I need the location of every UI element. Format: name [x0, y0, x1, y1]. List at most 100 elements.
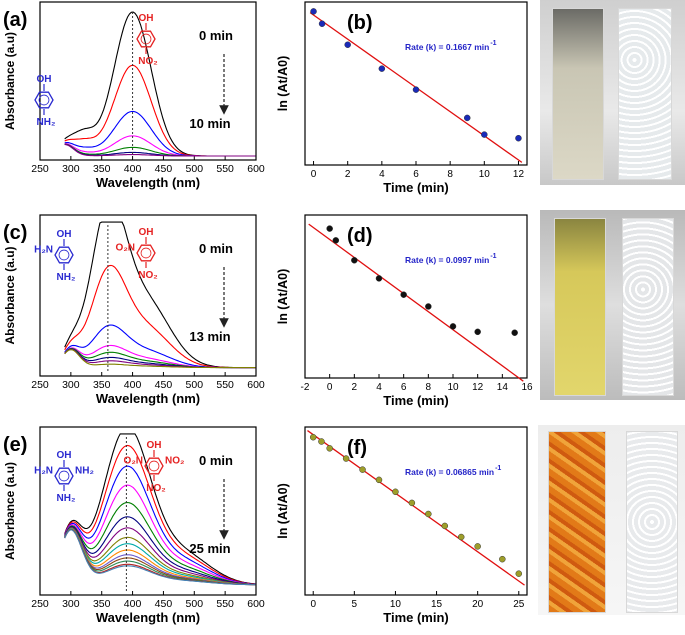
time-start-label: 0 min	[199, 241, 233, 256]
x-tick-label: 6	[401, 382, 407, 393]
cuvette-photo-e	[538, 425, 685, 615]
cuvette-left	[548, 431, 606, 613]
panel-label: (e)	[3, 434, 27, 456]
cuvette-photo-a	[540, 0, 685, 185]
x-tick-label: 250	[31, 163, 49, 175]
substituent-label: OH	[147, 440, 162, 451]
spectrum-curve	[64, 349, 256, 369]
x-tick-label: 6	[413, 169, 419, 180]
fit-line	[307, 430, 525, 586]
y-axis-label: ln (At/A0)	[276, 56, 290, 112]
x-tick-label: 4	[379, 169, 385, 180]
substituent-label: O₂N	[124, 455, 143, 466]
product-structure: OH NH₂ H₂N	[34, 229, 75, 283]
spectrum-curve	[64, 529, 256, 586]
x-tick-label: 300	[62, 163, 80, 175]
data-point	[425, 303, 432, 310]
x-tick-label: 10	[447, 382, 459, 393]
cuvette-photo-c	[540, 210, 685, 400]
substituent-label: OH	[57, 229, 72, 240]
spectrum-curve	[64, 516, 256, 585]
x-tick-label: 550	[216, 379, 234, 391]
kinetics-chart-b: 0 2 4 6 8 10 12 Time (min) ln (At/A0) (b) Rate (k)…	[276, 1, 528, 195]
x-tick-label: 300	[62, 379, 80, 391]
spectrum-curve	[64, 501, 256, 585]
spectrum-curve	[64, 433, 256, 585]
substituent-label: NH₂	[37, 117, 56, 128]
data-point	[375, 275, 383, 282]
x-tick-label: 2	[352, 382, 358, 393]
panel-label: (b)	[347, 12, 373, 34]
time-end-label: 10 min	[189, 116, 230, 131]
x-tick-label: 20	[472, 599, 484, 610]
y-axis-label-text: ln (At/A0)	[276, 483, 290, 539]
data-point	[318, 438, 325, 445]
x-tick-label: 0	[327, 382, 333, 393]
data-point	[511, 329, 518, 336]
x-tick-label: -2	[301, 382, 310, 393]
aromatic-circle	[140, 33, 152, 45]
x-axis-label: Wavelength (nm)	[96, 610, 200, 625]
x-tick-label: 450	[155, 163, 173, 175]
x-axis-label: Time (min)	[383, 180, 449, 195]
y-axis-label-text: ln (At/A0)	[276, 56, 290, 112]
data-point	[412, 86, 420, 93]
cuvette-left	[554, 218, 606, 396]
substituent-label: NO₂	[138, 270, 157, 281]
data-point	[326, 445, 333, 452]
substituent-label: OH	[139, 13, 154, 24]
substituent-label: NH₂	[75, 465, 94, 476]
plot-frame	[304, 426, 528, 596]
x-tick-label: 4	[376, 382, 382, 393]
x-tick-label: 600	[247, 598, 265, 610]
aromatic-circle	[58, 470, 70, 482]
substituent-label: NO₂	[146, 483, 165, 494]
aromatic-circle	[140, 247, 152, 259]
data-point	[481, 131, 488, 138]
x-tick-label: 15	[431, 599, 443, 610]
spectrum-curve	[64, 484, 256, 585]
data-point	[344, 41, 351, 48]
spectrum-curve	[64, 526, 256, 586]
spectra-chart-e: 250 300 350 400 450 500 550 600 Wavelength (nm) A…	[3, 426, 265, 625]
plot-frame	[39, 214, 257, 377]
plot-frame	[304, 1, 528, 166]
data-point	[351, 257, 358, 264]
data-point	[400, 291, 407, 298]
x-tick-label: 450	[155, 379, 173, 391]
aromatic-circle	[148, 460, 160, 472]
fit-line	[308, 223, 524, 382]
x-tick-label: 250	[31, 598, 49, 610]
spectrum-curve	[64, 143, 256, 157]
time-end-label: 13 min	[189, 329, 230, 344]
x-tick-label: 500	[186, 379, 204, 391]
data-point	[318, 20, 326, 27]
panel-label: (c)	[3, 222, 27, 244]
substituent-label: OH	[37, 74, 52, 85]
aromatic-circle	[38, 94, 50, 106]
x-tick-label: 14	[497, 382, 509, 393]
cuvette-right	[618, 8, 672, 180]
substituent-label: H₂N	[34, 244, 53, 255]
x-tick-label: 500	[186, 598, 204, 610]
spectrum-curve	[64, 143, 256, 157]
y-axis-label: Absorbance (a.u)	[3, 32, 17, 130]
rate-exponent: -1	[490, 40, 496, 47]
data-point	[408, 499, 416, 507]
rate-annotation: Rate (k) = 0.06865 min	[405, 467, 494, 477]
reactant-structure: OH NO₂ O₂N	[116, 227, 158, 281]
data-point	[309, 433, 317, 441]
substituent-label: O₂N	[116, 242, 135, 253]
x-tick-label: 400	[124, 379, 142, 391]
x-tick-label: 10	[479, 169, 491, 180]
x-tick-label: 12	[513, 169, 525, 180]
data-point	[463, 114, 471, 122]
data-point	[457, 533, 465, 541]
substituent-label: NH₂	[57, 272, 76, 283]
x-axis-label: Wavelength (nm)	[96, 391, 200, 406]
plot-frame	[39, 1, 257, 161]
y-axis-label: ln (At/A0)	[276, 483, 290, 539]
data-point	[515, 134, 522, 142]
benzene-ring	[136, 30, 156, 48]
spectrum-curve	[64, 64, 256, 157]
